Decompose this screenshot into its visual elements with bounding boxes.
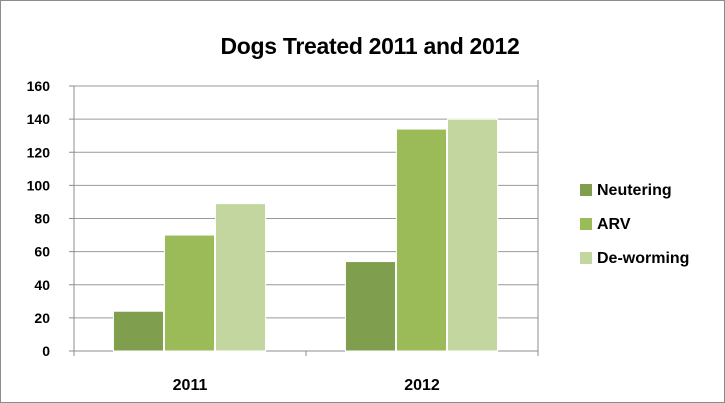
legend-label: De-worming xyxy=(597,250,689,267)
legend-swatch xyxy=(580,218,592,230)
bar-neutering-2012 xyxy=(344,261,396,352)
y-axis-tick-labels: 0 20 40 60 80 100 120 140 160 xyxy=(27,78,51,359)
legend-label: Neutering xyxy=(597,182,672,199)
x-category-label: 2011 xyxy=(173,377,208,394)
bar-arv-2011 xyxy=(163,234,216,352)
bar-de-worming-2012 xyxy=(447,118,499,352)
legend-swatch xyxy=(580,184,592,196)
y-tick-label: 120 xyxy=(27,144,51,160)
chart-title: Dogs Treated 2011 and 2012 xyxy=(220,33,519,59)
legend-label: ARV xyxy=(597,216,631,233)
y-tick-label: 20 xyxy=(34,310,50,326)
bar-de-worming-2011 xyxy=(215,203,267,352)
y-tick-label: 100 xyxy=(27,177,51,193)
y-tick-label: 80 xyxy=(34,211,50,227)
y-tick-label: 0 xyxy=(42,343,50,359)
bars xyxy=(112,118,499,352)
y-tick-label: 40 xyxy=(34,277,50,293)
y-tick-label: 60 xyxy=(34,244,50,260)
x-axis-category-labels: 2011 2012 xyxy=(173,377,440,394)
x-category-label: 2012 xyxy=(404,377,440,394)
y-tick-label: 160 xyxy=(27,78,51,94)
legend-swatch xyxy=(580,252,592,264)
bar-arv-2012 xyxy=(395,128,448,352)
bar-neutering-2011 xyxy=(112,310,164,352)
legend: Neutering ARV De-worming xyxy=(580,182,689,267)
y-tick-label: 140 xyxy=(27,111,51,127)
